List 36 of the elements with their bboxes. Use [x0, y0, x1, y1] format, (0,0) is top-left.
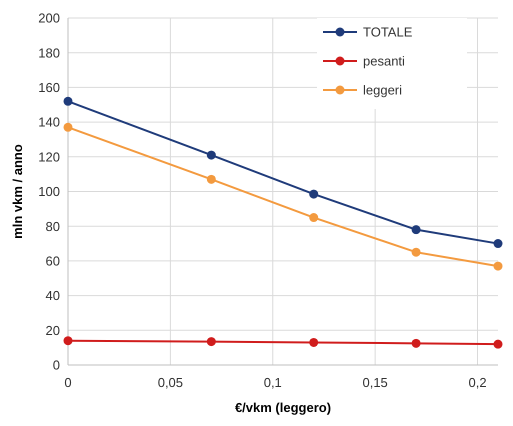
- point: [64, 336, 72, 346]
- point: [412, 338, 421, 348]
- point: [206, 150, 216, 160]
- y-tick-label: 60: [46, 253, 60, 268]
- y-tick-label: 180: [38, 45, 60, 60]
- y-tick-label: 140: [38, 114, 60, 130]
- point: [206, 337, 216, 346]
- point: [494, 262, 502, 271]
- x-tick-label: 0,15: [362, 375, 388, 390]
- y-axis-title: mln vkm / anno: [10, 144, 25, 239]
- x-tick-label: 0,05: [158, 375, 184, 390]
- x-tick-label: 0,1: [264, 375, 282, 390]
- y-tick-label: 80: [46, 218, 60, 234]
- y-tick-label: 120: [38, 149, 60, 164]
- point: [309, 338, 318, 347]
- point: [64, 96, 72, 106]
- y-tick-label: 200: [38, 10, 60, 26]
- y-tick-label: 20: [46, 322, 60, 338]
- legend-label: pesanti: [363, 54, 406, 69]
- point: [64, 122, 72, 132]
- point: [412, 225, 421, 234]
- y-tick-label: 100: [38, 184, 60, 200]
- x-tick-label: 0: [64, 375, 72, 390]
- y-tick-label: 40: [46, 288, 60, 304]
- point: [309, 213, 318, 222]
- legend-label: TOTALE: [363, 24, 413, 40]
- point: [309, 190, 318, 199]
- point: [206, 174, 216, 184]
- point: [494, 340, 502, 349]
- x-tick-label: 0,2: [468, 375, 487, 390]
- x-axis-title: €/vkm (leggero): [234, 400, 332, 415]
- point: [412, 248, 421, 257]
- y-tick-label: 160: [38, 80, 60, 95]
- y-tick-label: 0: [52, 358, 60, 373]
- legend-label: leggeri: [363, 82, 402, 98]
- point: [494, 239, 502, 248]
